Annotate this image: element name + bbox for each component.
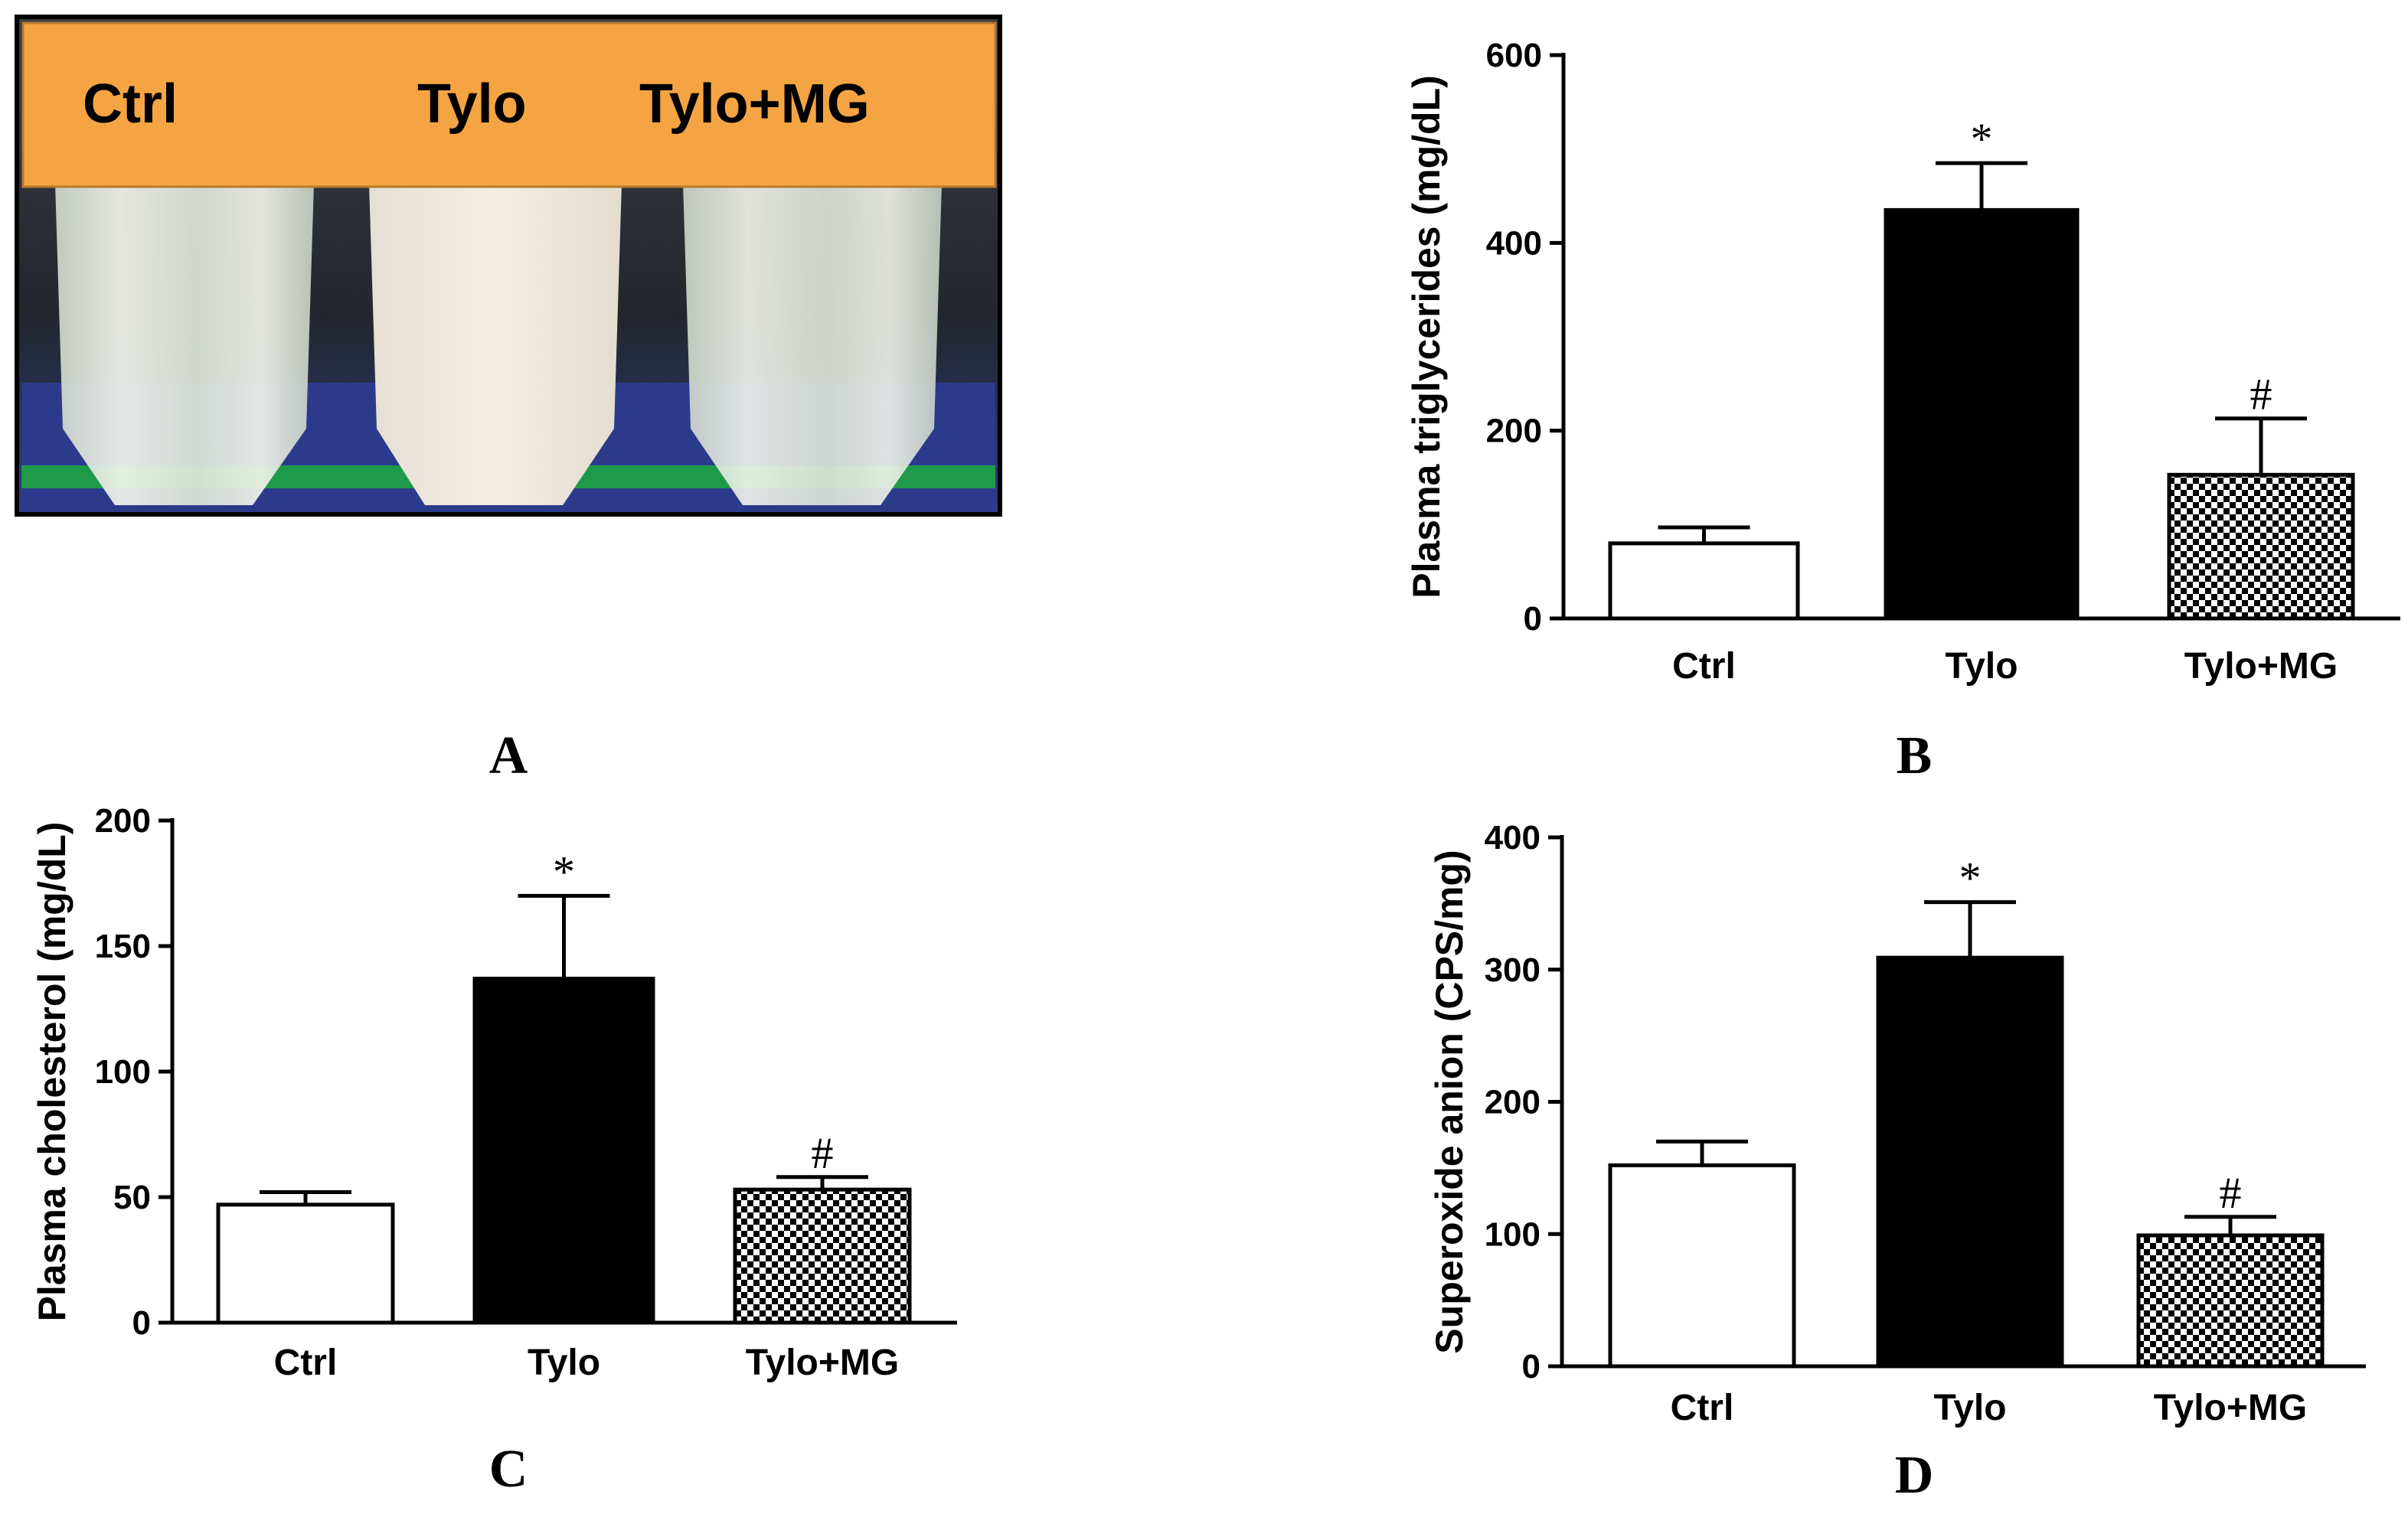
bar-tylo-mg bbox=[733, 1187, 912, 1325]
panel-letter: C bbox=[489, 1440, 528, 1499]
y-tick-label: 200 bbox=[1485, 1084, 1541, 1121]
y-axis-title: Superoxide anion (CPS/mg) bbox=[1428, 850, 1471, 1353]
x-category-label: Tylo+MG bbox=[2154, 1388, 2307, 1428]
x-category-label: Ctrl bbox=[1671, 1388, 1734, 1428]
bar-ctrl bbox=[216, 1202, 395, 1325]
y-tick-label: 0 bbox=[132, 1304, 151, 1342]
y-axis-title: Plasma cholesterol (mg/dL) bbox=[31, 822, 74, 1322]
x-category-label: Tylo bbox=[1933, 1388, 2006, 1428]
tube-ctrl bbox=[55, 184, 314, 505]
significance-mark: # bbox=[2250, 370, 2272, 419]
x-category-label: Tylo+MG bbox=[746, 1343, 899, 1383]
photo-label-tylo-mg: Tylo+MG bbox=[639, 73, 870, 135]
bar-tylo bbox=[1884, 207, 2080, 621]
significance-mark: * bbox=[1971, 114, 1993, 164]
y-tick-label: 50 bbox=[113, 1179, 151, 1216]
panel-letter-a: A bbox=[489, 726, 528, 785]
significance-mark: # bbox=[812, 1128, 834, 1178]
bar-tylo bbox=[472, 977, 655, 1325]
y-tick-label: 0 bbox=[1524, 600, 1542, 638]
photo-label-tylo: Tylo bbox=[417, 73, 527, 135]
y-tick-label: 150 bbox=[95, 928, 151, 965]
tube-tylo-mg bbox=[683, 184, 942, 505]
chart-cholesterol: 0 50 100 150 200 Plasma cholesterol (mg/dL) Ct… bbox=[31, 802, 957, 1499]
significance-mark: * bbox=[1959, 853, 1982, 903]
significance-mark: * bbox=[553, 847, 575, 896]
tube-tylo bbox=[369, 184, 622, 505]
bar-tylo bbox=[1876, 955, 2064, 1369]
label-banner bbox=[21, 21, 997, 188]
y-tick-label: 300 bbox=[1485, 951, 1541, 989]
bar-tylo-mg bbox=[2136, 1233, 2325, 1369]
y-axis-title: Plasma triglycerides (mg/dL) bbox=[1405, 75, 1448, 599]
bar-tylo-mg bbox=[2167, 472, 2355, 621]
x-category-label: Ctrl bbox=[274, 1343, 338, 1383]
photo-panel: Ctrl Tylo Tylo+MG A bbox=[15, 15, 1002, 785]
y-tick-label: 0 bbox=[1522, 1348, 1541, 1385]
y-tick-label: 100 bbox=[95, 1053, 151, 1091]
chart-triglycerides: 0 200 400 600 Plasma triglycerides (mg/dL) Ct… bbox=[1405, 37, 2400, 785]
y-tick-label: 600 bbox=[1486, 37, 1542, 74]
y-tick-label: 100 bbox=[1485, 1215, 1541, 1253]
y-tick-label: 200 bbox=[1486, 413, 1542, 450]
bar-ctrl bbox=[1608, 541, 1800, 621]
x-category-label: Tylo+MG bbox=[2184, 646, 2338, 687]
panel-letter: D bbox=[1895, 1446, 1934, 1505]
photo-label-ctrl: Ctrl bbox=[83, 73, 178, 135]
y-tick-label: 400 bbox=[1486, 224, 1542, 262]
panel-letter: B bbox=[1897, 726, 1933, 785]
x-category-label: Ctrl bbox=[1672, 646, 1736, 687]
x-category-label: Tylo bbox=[1945, 646, 2018, 687]
chart-superoxide: 0 100 200 300 400 Superoxide anion (CPS/mg) Ct… bbox=[1428, 819, 2366, 1505]
x-category-label: Tylo bbox=[528, 1343, 600, 1383]
y-tick-label: 400 bbox=[1485, 819, 1541, 857]
significance-mark: # bbox=[2220, 1168, 2242, 1218]
bar-ctrl bbox=[1608, 1163, 1796, 1369]
y-tick-label: 200 bbox=[95, 802, 151, 840]
